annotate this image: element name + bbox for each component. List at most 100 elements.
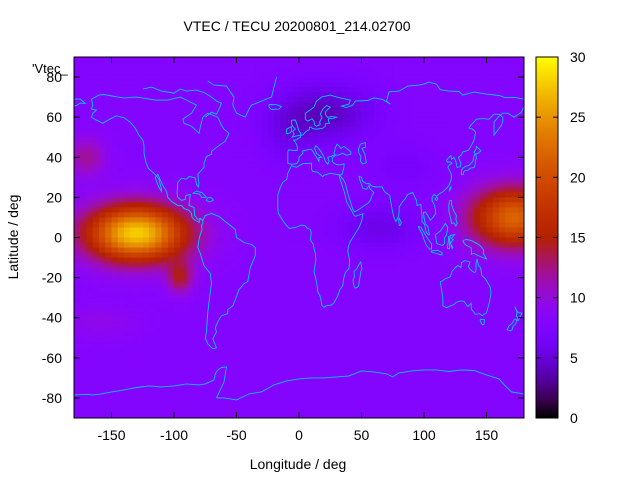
heatmap-cell	[499, 157, 506, 163]
heatmap-cell	[361, 337, 369, 344]
heatmap-cell	[499, 152, 506, 158]
heatmap-cell	[117, 162, 125, 168]
heatmap-cell	[380, 92, 387, 98]
heatmap-cell	[349, 207, 356, 213]
heatmap-cell	[355, 67, 362, 73]
heatmap-cell	[249, 327, 256, 334]
heatmap-cell	[105, 162, 112, 168]
heatmap-cell	[255, 307, 262, 314]
heatmap-cell	[267, 227, 275, 233]
heatmap-cell	[130, 307, 137, 314]
heatmap-cell	[511, 187, 519, 193]
heatmap-cell	[442, 182, 450, 188]
heatmap-cell	[117, 372, 125, 379]
heatmap-cell	[399, 247, 406, 253]
heatmap-cell	[205, 352, 212, 359]
heatmap-cell	[361, 192, 369, 198]
heatmap-cell	[324, 392, 331, 399]
heatmap-cell	[324, 307, 331, 314]
heatmap-cell	[399, 97, 406, 103]
heatmap-cell	[86, 192, 94, 198]
heatmap-cell	[217, 382, 225, 389]
heatmap-cell	[211, 157, 219, 163]
heatmap-cell	[342, 287, 350, 294]
heatmap-cell	[399, 62, 406, 68]
heatmap-cell	[467, 97, 475, 103]
heatmap-cell	[386, 97, 394, 103]
heatmap-cell	[242, 232, 250, 238]
heatmap-cell	[86, 72, 94, 78]
heatmap-cell	[280, 327, 287, 334]
heatmap-cell	[436, 122, 444, 128]
heatmap-cell	[142, 287, 150, 294]
heatmap-cell	[336, 142, 344, 148]
heatmap-cell	[342, 307, 350, 314]
heatmap-cell	[424, 297, 431, 304]
heatmap-cell	[299, 72, 306, 78]
heatmap-cell	[417, 332, 425, 339]
heatmap-cell	[261, 202, 269, 208]
heatmap-cell	[217, 67, 225, 73]
heatmap-cell	[342, 297, 350, 304]
heatmap-cell	[80, 362, 87, 369]
heatmap-cell	[317, 57, 325, 63]
heatmap-cell	[124, 382, 131, 389]
heatmap-cell	[217, 327, 225, 334]
heatmap-cell	[324, 142, 331, 148]
heatmap-cell	[399, 312, 406, 319]
heatmap-cell	[486, 257, 494, 263]
heatmap-cell	[86, 347, 94, 354]
heatmap-cell	[424, 142, 431, 148]
heatmap-cell	[74, 67, 81, 73]
heatmap-cell	[199, 102, 206, 108]
heatmap-cell	[492, 397, 500, 404]
heatmap-cell	[92, 157, 100, 163]
heatmap-cell	[330, 232, 337, 238]
heatmap-cell	[261, 57, 269, 63]
heatmap-cell	[230, 267, 237, 273]
heatmap-cell	[180, 402, 187, 409]
heatmap-cell	[86, 322, 94, 329]
heatmap-cell	[255, 177, 262, 183]
heatmap-cell	[180, 267, 187, 273]
heatmap-cell	[280, 137, 287, 143]
heatmap-cell	[217, 302, 225, 309]
heatmap-cell	[217, 92, 225, 98]
heatmap-cell	[167, 117, 175, 123]
heatmap-cell	[124, 107, 131, 113]
heatmap-cell	[442, 162, 450, 168]
heatmap-cell	[336, 327, 344, 334]
heatmap-cell	[499, 252, 506, 258]
heatmap-cell	[230, 202, 237, 208]
heatmap-cell	[99, 202, 106, 208]
heatmap-cell	[417, 397, 425, 404]
heatmap-cell	[205, 122, 212, 128]
heatmap-cell	[99, 252, 106, 258]
heatmap-cell	[505, 132, 512, 138]
heatmap-cell	[461, 222, 469, 228]
heatmap-cell	[361, 317, 369, 324]
heatmap-cell	[117, 167, 125, 173]
heatmap-cell	[142, 372, 150, 379]
heatmap-cell	[336, 332, 344, 339]
heatmap-cell	[349, 312, 356, 319]
heatmap-cell	[461, 337, 469, 344]
heatmap-cell	[367, 322, 375, 329]
heatmap-cell	[255, 297, 262, 304]
heatmap-cell	[480, 302, 487, 309]
heatmap-cell	[492, 152, 500, 158]
heatmap-cell	[80, 397, 87, 404]
heatmap-cell	[186, 202, 194, 208]
heatmap-cell	[230, 132, 237, 138]
heatmap-cell	[224, 387, 231, 394]
heatmap-cell	[180, 122, 187, 128]
heatmap-cell	[330, 172, 337, 178]
heatmap-cell	[86, 177, 94, 183]
heatmap-cell	[261, 102, 269, 108]
heatmap-cell	[211, 207, 219, 213]
heatmap-cell	[117, 57, 125, 63]
heatmap-cell	[280, 147, 287, 153]
heatmap-cell	[142, 167, 150, 173]
heatmap-cell	[424, 262, 431, 268]
heatmap-cell	[211, 222, 219, 228]
